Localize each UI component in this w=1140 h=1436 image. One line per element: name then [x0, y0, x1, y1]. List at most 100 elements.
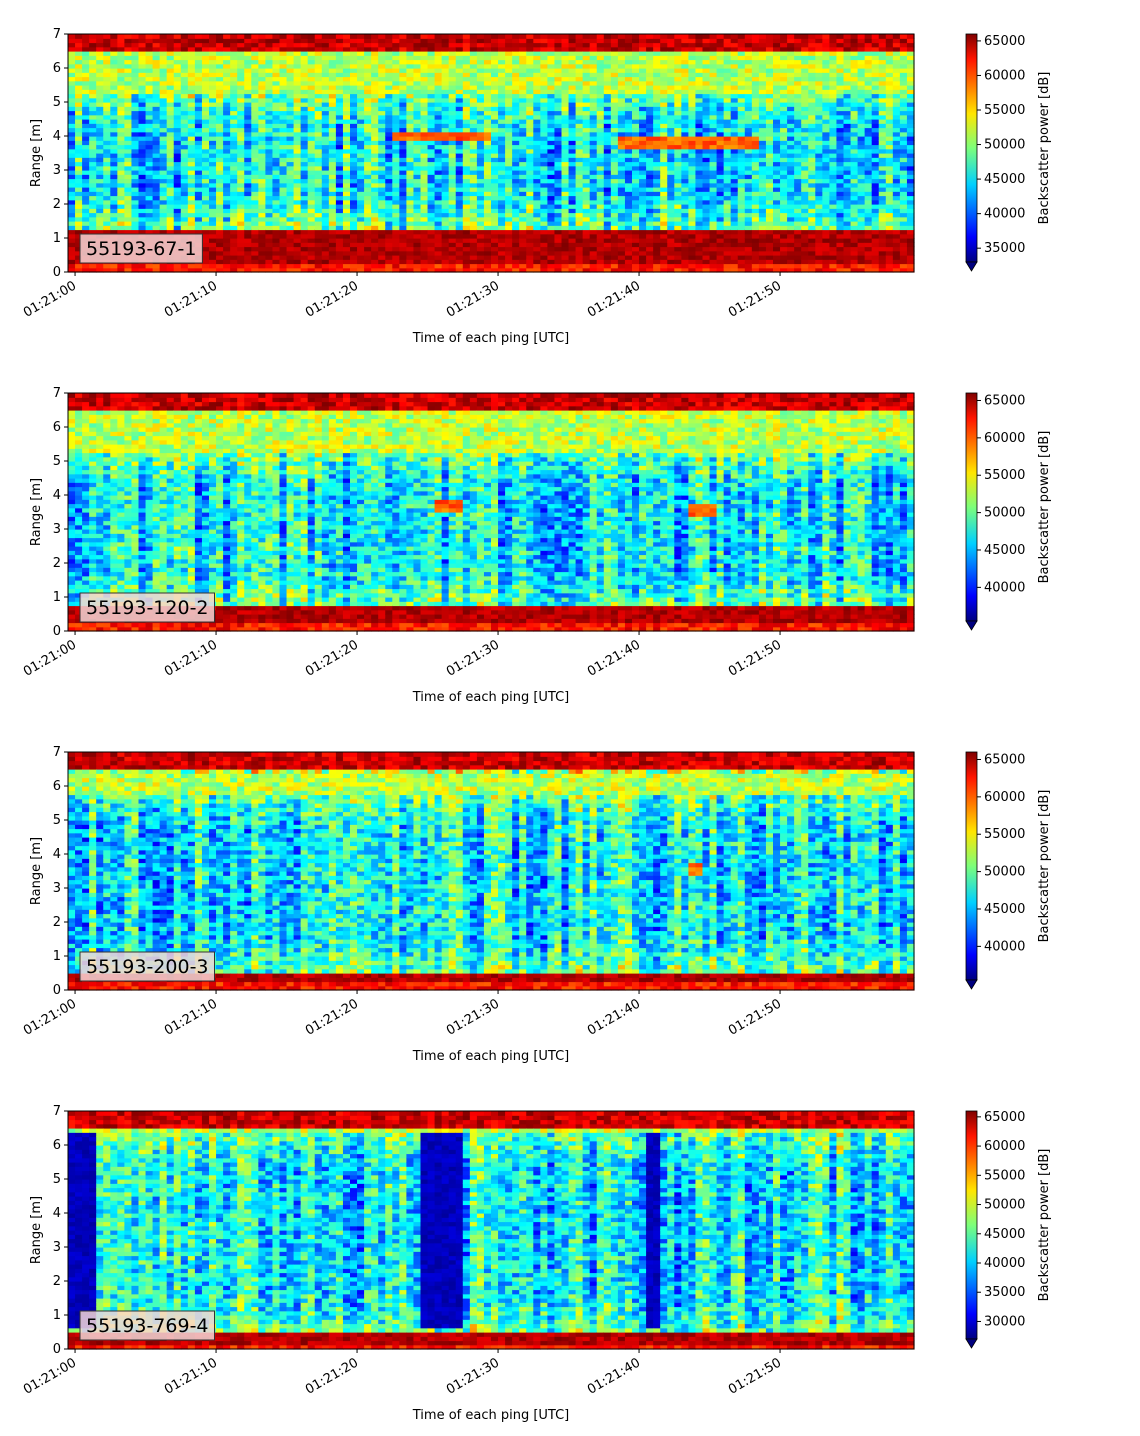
heatmap-cell — [230, 64, 238, 69]
heatmap-cell — [449, 204, 457, 209]
heatmap-cell — [660, 225, 668, 230]
heatmap-cell — [378, 34, 386, 39]
heatmap-cell — [223, 259, 231, 264]
heatmap-cell — [315, 238, 323, 243]
heatmap-cell — [477, 132, 485, 137]
heatmap-cell — [103, 43, 111, 48]
heatmap-cell — [681, 119, 689, 124]
heatmap-cell — [491, 242, 499, 247]
heatmap-cell — [322, 247, 330, 252]
heatmap-cell — [562, 259, 570, 264]
heatmap-cell — [569, 38, 577, 43]
heatmap-cell — [597, 200, 605, 205]
heatmap-cell — [491, 77, 499, 82]
heatmap-cell — [287, 64, 295, 69]
heatmap-cell — [442, 140, 450, 145]
heatmap-cell — [251, 77, 259, 82]
heatmap-cell — [294, 77, 302, 82]
heatmap-cell — [385, 128, 393, 133]
heatmap-cell — [202, 55, 210, 60]
heatmap-cell — [540, 51, 548, 56]
heatmap-cell — [216, 187, 224, 192]
heatmap-cell — [265, 68, 273, 73]
heatmap-cell — [202, 166, 210, 171]
heatmap-cell — [695, 242, 703, 247]
heatmap-cell — [554, 179, 562, 184]
heatmap-cell — [562, 34, 570, 39]
heatmap-cell — [103, 94, 111, 99]
heatmap-cell — [590, 111, 598, 116]
heatmap-cell — [146, 77, 154, 82]
heatmap-cell — [202, 213, 210, 218]
heatmap-cell — [153, 213, 161, 218]
heatmap-cell — [96, 106, 104, 111]
heatmap-cell — [526, 217, 534, 222]
heatmap-cell — [322, 98, 330, 103]
heatmap-cell — [371, 179, 379, 184]
heatmap-cell — [639, 132, 647, 137]
heatmap-cell — [421, 149, 429, 154]
heatmap-cell — [308, 157, 316, 162]
heatmap-cell — [301, 140, 309, 145]
heatmap-cell — [188, 162, 196, 167]
heatmap-cell — [174, 132, 182, 137]
heatmap-cell — [167, 136, 175, 141]
heatmap-cell — [223, 238, 231, 243]
heatmap-cell — [223, 157, 231, 162]
heatmap-cell — [491, 34, 499, 39]
heatmap-cell — [371, 157, 379, 162]
heatmap-cell — [343, 55, 351, 60]
heatmap-cell — [89, 162, 97, 167]
heatmap-cell — [421, 247, 429, 252]
heatmap-cell — [343, 255, 351, 260]
heatmap-cell — [301, 183, 309, 188]
heatmap-cell — [378, 242, 386, 247]
heatmap-cell — [181, 149, 189, 154]
heatmap-cell — [308, 247, 316, 252]
heatmap-cell — [160, 85, 168, 90]
heatmap-cell — [477, 149, 485, 154]
heatmap-cell — [237, 140, 245, 145]
heatmap-cell — [202, 81, 210, 86]
heatmap-cell — [237, 225, 245, 230]
heatmap-cell — [470, 213, 478, 218]
heatmap-cell — [202, 255, 210, 260]
heatmap-cell — [681, 153, 689, 158]
heatmap-cell — [139, 106, 147, 111]
heatmap-cell — [230, 43, 238, 48]
heatmap-cell — [272, 81, 280, 86]
heatmap-cell — [364, 221, 372, 226]
heatmap-cell — [378, 102, 386, 107]
heatmap-cell — [272, 200, 280, 205]
heatmap-cell — [604, 34, 612, 39]
heatmap-cell — [301, 136, 309, 141]
heatmap-cell — [491, 166, 499, 171]
heatmap-cell — [399, 132, 407, 137]
heatmap-cell — [435, 217, 443, 222]
heatmap-cell — [477, 77, 485, 82]
heatmap-cell — [287, 115, 295, 120]
heatmap-cell — [209, 251, 217, 256]
heatmap-cell — [117, 149, 125, 154]
heatmap-cell — [124, 264, 132, 269]
heatmap-cell — [322, 64, 330, 69]
heatmap-cell — [688, 72, 696, 77]
heatmap-cell — [519, 225, 527, 230]
heatmap-cell — [195, 123, 203, 128]
heatmap-cell — [583, 106, 591, 111]
heatmap-cell — [505, 179, 513, 184]
heatmap-cell — [301, 238, 309, 243]
heatmap-cell — [216, 238, 224, 243]
heatmap-cell — [287, 187, 295, 192]
heatmap-cell — [667, 200, 675, 205]
heatmap-cell — [385, 247, 393, 252]
heatmap-cell — [646, 213, 654, 218]
heatmap-cell — [533, 255, 541, 260]
heatmap-cell — [533, 200, 541, 205]
heatmap-cell — [449, 242, 457, 247]
heatmap-cell — [569, 230, 577, 235]
heatmap-cell — [674, 170, 682, 175]
heatmap-cell — [597, 255, 605, 260]
heatmap-cell — [554, 77, 562, 82]
heatmap-cell — [329, 64, 337, 69]
